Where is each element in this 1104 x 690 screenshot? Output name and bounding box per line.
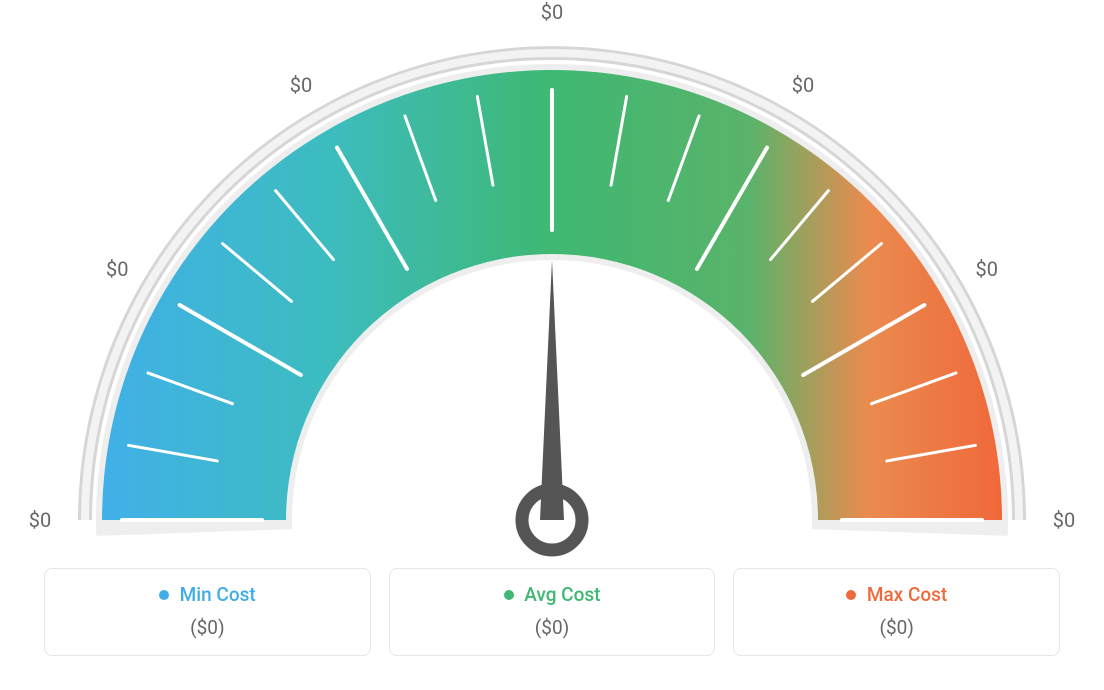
- legend-label-avg: Avg Cost: [524, 583, 600, 606]
- legend-value-min: ($0): [55, 616, 360, 639]
- legend-dot-icon: [159, 590, 169, 600]
- gauge-tick-label: $0: [975, 257, 997, 281]
- legend-value-max: ($0): [744, 616, 1049, 639]
- legend-title-min: Min Cost: [55, 583, 360, 606]
- legend-dot-icon: [846, 590, 856, 600]
- legend-card-avg: Avg Cost ($0): [389, 568, 716, 656]
- legend-title-avg: Avg Cost: [400, 583, 705, 606]
- legend-dot-icon: [504, 590, 514, 600]
- legend-card-min: Min Cost ($0): [44, 568, 371, 656]
- legend-label-min: Min Cost: [180, 583, 256, 606]
- gauge-tick-label: $0: [792, 73, 814, 97]
- gauge-area: $0 $0 $0 $0 $0 $0 $0: [0, 0, 1104, 560]
- gauge-tick-label: $0: [1053, 508, 1075, 532]
- legend-title-max: Max Cost: [744, 583, 1049, 606]
- gauge-tick-label: $0: [541, 0, 563, 24]
- gauge-tick-label: $0: [29, 508, 51, 532]
- legend-label-max: Max Cost: [867, 583, 947, 606]
- legend-card-max: Max Cost ($0): [733, 568, 1060, 656]
- gauge-chart: [52, 20, 1052, 580]
- gauge-tick-label: $0: [290, 73, 312, 97]
- cost-gauge-widget: $0 $0 $0 $0 $0 $0 $0 Min Cost ($0) Avg Cost ($…: [0, 0, 1104, 690]
- legend-row: Min Cost ($0) Avg Cost ($0) Max Cost ($0…: [0, 568, 1104, 656]
- legend-value-avg: ($0): [400, 616, 705, 639]
- gauge-tick-label: $0: [106, 257, 128, 281]
